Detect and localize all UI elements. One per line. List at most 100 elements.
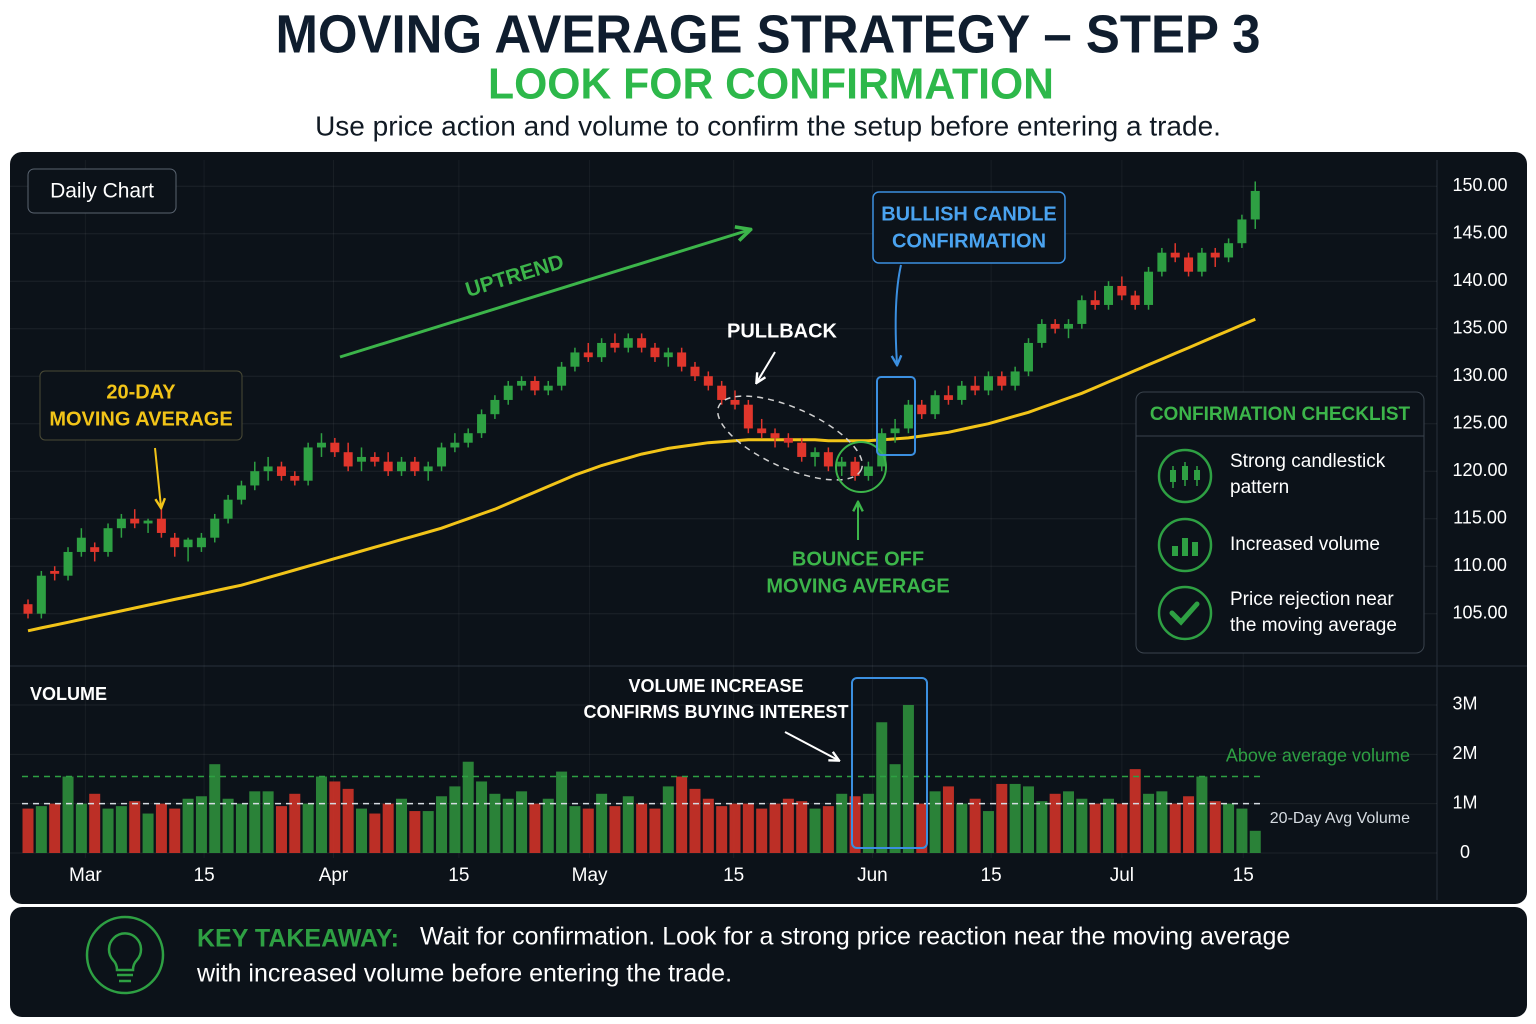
volume-bar [1036, 801, 1048, 853]
icon [1157, 585, 1213, 641]
volume-bar [289, 793, 301, 853]
candle-body [517, 380, 527, 386]
volume-bar [1116, 803, 1128, 853]
volume-bar [409, 811, 421, 853]
volume-bar [516, 791, 528, 853]
candle-body [557, 366, 567, 386]
volume-bar [929, 791, 941, 853]
pullback-ellipse [716, 395, 864, 481]
volume-bar [569, 806, 581, 853]
candle-body [263, 466, 273, 472]
candle-body [637, 338, 647, 348]
volume-bar [382, 803, 394, 853]
volume-bar [35, 806, 47, 853]
description: Use price action and volume to confirm t… [315, 110, 1221, 141]
volume-bar [542, 798, 554, 853]
volume-bar [996, 783, 1008, 853]
candle-body [103, 528, 113, 552]
candle-body [983, 376, 993, 391]
candle-body [877, 433, 887, 467]
y-tick-label: 0 [1460, 842, 1470, 862]
volume-bar [1143, 793, 1155, 853]
icon [1170, 470, 1176, 482]
candle-body [503, 385, 513, 400]
bullish-label: BULLISH CANDLE [881, 203, 1057, 225]
ma-label: MOVING AVERAGE [49, 408, 232, 430]
volume-bar [422, 811, 434, 853]
candle-body [1104, 285, 1114, 305]
volume-bar [75, 803, 87, 853]
volume-bar [596, 793, 608, 853]
candle-body [250, 471, 260, 486]
volume-bar [782, 798, 794, 853]
candle-body [650, 347, 660, 358]
candle-body [677, 352, 687, 367]
candle-body [543, 385, 553, 391]
volume-bar [942, 786, 954, 853]
candle-body [863, 466, 873, 476]
volume-bar [1089, 803, 1101, 853]
volume-bar [462, 761, 474, 853]
x-tick-label: 15 [448, 865, 469, 886]
candle-body [903, 404, 913, 429]
volume-bar [235, 803, 247, 853]
icon [107, 932, 143, 983]
checklist-item: the moving average [1230, 615, 1397, 636]
volume-bar [222, 798, 234, 853]
candle-body [276, 466, 286, 476]
y-tick-label: 115.00 [1453, 507, 1507, 527]
volume-bar [1129, 769, 1141, 853]
volume-bar [155, 803, 167, 853]
volume-bar [489, 793, 501, 853]
volume-bar [529, 803, 541, 853]
candle-body [36, 575, 46, 614]
x-tick-label: Apr [319, 865, 349, 886]
candle-body [196, 537, 206, 548]
candle-body [23, 604, 33, 614]
volume-bar [756, 808, 768, 853]
x-tick-label: Jun [857, 865, 888, 886]
candle-body [170, 537, 180, 548]
bounce-label: MOVING AVERAGE [766, 575, 949, 597]
y-tick-label: 2M [1452, 743, 1477, 763]
y-tick-label: 105.00 [1452, 602, 1507, 622]
volume-bar [262, 791, 274, 853]
checklist-title: CONFIRMATION CHECKLIST [1150, 404, 1411, 425]
volume-bar [609, 806, 621, 853]
icon [85, 915, 165, 995]
candle-body [1050, 323, 1060, 329]
volume-bar [62, 776, 74, 853]
candle-body [783, 437, 793, 443]
arrow [339, 230, 749, 359]
volume-bar [1209, 801, 1221, 853]
candle-body [116, 518, 126, 529]
candle-body [437, 447, 447, 467]
volume-bar [716, 806, 728, 853]
volume-bar [129, 801, 141, 853]
x-tick-label: May [572, 865, 608, 886]
candle-body [1184, 257, 1194, 272]
volume-bar [315, 776, 327, 853]
volume-bar [622, 796, 634, 853]
arrow [757, 351, 776, 382]
icon [1157, 517, 1213, 573]
volume-bar [1022, 786, 1034, 853]
x-tick-label: 15 [1233, 865, 1254, 886]
title: MOVING AVERAGE STRATEGY – STEP 3 [276, 4, 1261, 64]
candle-body [397, 461, 407, 472]
candle-body [303, 447, 313, 481]
candle-body [290, 475, 300, 481]
candle-body [690, 366, 700, 377]
candle-body [356, 456, 366, 462]
candle-body [490, 399, 500, 415]
volume-bar [689, 788, 701, 853]
bullish-box [872, 191, 1066, 264]
reference-label: 20-Day Avg Volume [1270, 810, 1410, 827]
arrow [784, 731, 838, 760]
candle-body [223, 499, 233, 519]
candle-body [1144, 271, 1154, 305]
volume-bar [1049, 793, 1061, 853]
candle-body [850, 461, 860, 476]
volume-bar [249, 791, 261, 853]
